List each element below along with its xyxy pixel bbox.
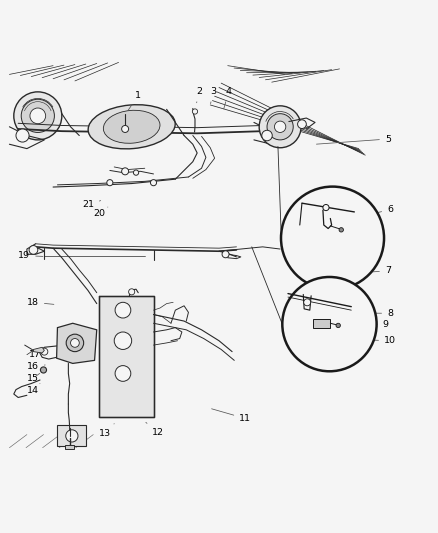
Text: 7: 7	[356, 266, 391, 276]
Text: 15: 15	[27, 374, 40, 383]
Text: 4: 4	[224, 87, 232, 109]
Text: 10: 10	[353, 336, 396, 345]
Circle shape	[30, 108, 46, 124]
Text: 18: 18	[27, 298, 54, 307]
Text: 11: 11	[212, 409, 251, 423]
Circle shape	[323, 205, 329, 211]
Ellipse shape	[103, 110, 160, 143]
Text: 5: 5	[316, 134, 391, 144]
Ellipse shape	[88, 104, 175, 149]
Circle shape	[259, 106, 301, 148]
Circle shape	[114, 332, 132, 350]
Text: 6: 6	[362, 205, 393, 216]
Text: 16: 16	[27, 362, 45, 372]
Circle shape	[336, 323, 340, 328]
Circle shape	[66, 334, 84, 352]
Text: 3: 3	[210, 87, 216, 103]
Circle shape	[40, 367, 46, 373]
Circle shape	[66, 430, 78, 442]
Text: 20: 20	[93, 207, 108, 218]
Text: 1: 1	[128, 91, 141, 110]
Circle shape	[129, 289, 135, 295]
Circle shape	[16, 129, 29, 142]
Circle shape	[107, 180, 113, 185]
Circle shape	[21, 99, 54, 133]
Text: 21: 21	[82, 200, 101, 209]
Circle shape	[122, 125, 129, 133]
Circle shape	[14, 92, 62, 140]
Circle shape	[192, 109, 198, 114]
Text: 14: 14	[27, 384, 40, 395]
Circle shape	[267, 114, 293, 140]
Text: 19: 19	[18, 251, 43, 260]
Polygon shape	[57, 323, 97, 364]
Polygon shape	[33, 348, 44, 353]
Circle shape	[281, 187, 384, 289]
Bar	[65, 445, 74, 449]
Polygon shape	[313, 319, 330, 328]
Circle shape	[222, 251, 229, 258]
Polygon shape	[99, 296, 153, 417]
Text: 12: 12	[146, 422, 164, 437]
Circle shape	[41, 348, 48, 355]
Circle shape	[262, 130, 272, 141]
Circle shape	[275, 121, 286, 133]
Circle shape	[297, 120, 306, 128]
Circle shape	[283, 277, 377, 372]
Text: 2: 2	[196, 87, 202, 103]
Circle shape	[304, 299, 311, 306]
Circle shape	[29, 246, 38, 254]
Circle shape	[115, 366, 131, 381]
Circle shape	[134, 170, 139, 175]
Circle shape	[71, 338, 79, 348]
Text: 13: 13	[99, 424, 114, 438]
Circle shape	[122, 168, 129, 175]
Circle shape	[115, 302, 131, 318]
Text: 9: 9	[358, 320, 389, 329]
Bar	[57, 425, 86, 446]
Circle shape	[339, 228, 343, 232]
Circle shape	[150, 180, 156, 185]
Text: 8: 8	[360, 309, 393, 318]
Text: 17: 17	[29, 350, 47, 359]
